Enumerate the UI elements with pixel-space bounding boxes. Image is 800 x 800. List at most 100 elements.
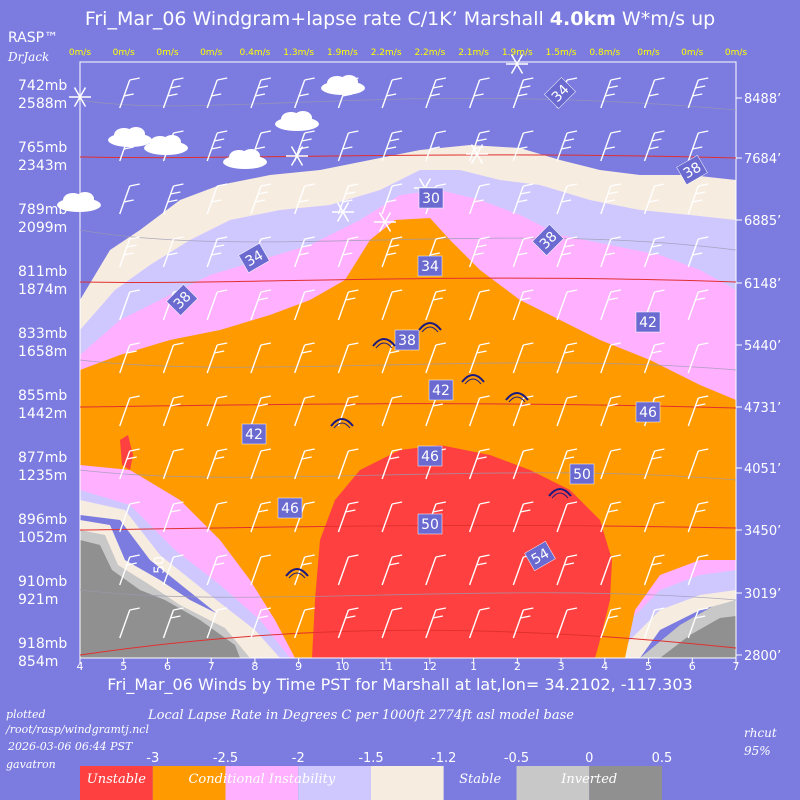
top-w-label: 2.1m/s <box>458 48 489 58</box>
pressure-label: 833mb <box>18 326 67 342</box>
wind-barb <box>119 77 140 109</box>
wind-barb <box>425 130 447 162</box>
top-w-label: 0m/s <box>200 48 223 58</box>
right-axis-labels: 8488’ 7684’ 6885’ 6148’ 5440’ 4731’ 4051’ 3450’… <box>736 92 781 664</box>
height-ft-label: 5440’ <box>744 339 781 354</box>
wind-barb <box>206 395 228 427</box>
wind-barb <box>119 395 140 427</box>
contour-label-text: 46 <box>421 449 439 465</box>
wind-barb <box>381 77 403 109</box>
contour-label: 30 <box>418 187 444 209</box>
wind-barb <box>381 130 403 162</box>
top-w-label: 0.8m/s <box>589 48 620 58</box>
top-w-label: 1.9m/s <box>502 48 533 58</box>
thermal-arc <box>418 322 442 331</box>
cloud-icon <box>321 75 365 95</box>
cloud-icon <box>57 192 101 212</box>
wind-barb <box>556 395 578 427</box>
wind-barb <box>294 183 315 215</box>
height-lines <box>79 154 737 656</box>
thermal-arc <box>285 568 309 577</box>
contour-label: 50 <box>152 556 168 574</box>
height-ft-label: 3450’ <box>744 524 781 539</box>
top-w-label: 0m/s <box>725 48 748 58</box>
legend-swatch <box>443 766 517 800</box>
wind-barb <box>206 448 228 480</box>
wind-barb <box>556 448 578 480</box>
wind-barb <box>337 448 359 480</box>
legend-tick-label: -3 <box>146 751 159 766</box>
chart-title: Fri_Mar_06 Windgram+lapse rate C/1K’ Mar… <box>84 8 716 30</box>
pressure-label: 896mb <box>18 512 67 528</box>
wind-barb <box>425 607 447 639</box>
wind-barb <box>294 448 315 480</box>
wind-barb <box>512 607 534 639</box>
wind-barb <box>381 501 403 533</box>
wind-barb <box>381 448 403 480</box>
wind-barb <box>119 289 140 321</box>
wind-barb <box>600 236 621 268</box>
wind-barb <box>556 130 578 162</box>
x-tick-label: 5 <box>120 660 127 673</box>
wind-barb <box>556 183 578 215</box>
brand-author: DrJack <box>8 50 50 64</box>
top-w-label: 1.9m/s <box>327 48 358 58</box>
wind-barb <box>643 448 665 480</box>
wind-barb <box>512 289 534 321</box>
wind-barb <box>294 607 315 639</box>
wind-barb <box>556 342 578 374</box>
wind-barb <box>643 183 665 215</box>
wind-barb <box>337 183 359 215</box>
snowflake-icon <box>286 146 308 166</box>
wind-barb <box>119 607 140 639</box>
pressure-label: 789mb <box>18 202 67 218</box>
wind-barb <box>206 130 228 162</box>
wind-barb <box>556 236 578 268</box>
top-w-label: 2.2m/s <box>414 48 445 58</box>
wind-barb <box>687 342 709 374</box>
wind-barb <box>294 395 315 427</box>
thermal-arc <box>548 488 572 497</box>
wind-barb <box>687 77 709 109</box>
x-tick-label: 2 <box>514 660 521 673</box>
contour-label: 42 <box>428 379 454 401</box>
legend-tick-label: 0 <box>585 751 593 766</box>
cloud-icon <box>144 135 188 155</box>
snowflake-icon <box>332 202 354 222</box>
top-w-label: 0m/s <box>681 48 704 58</box>
wind-barb <box>468 395 490 427</box>
contour-label-text: 46 <box>639 405 657 421</box>
pressure-label: 877mb <box>18 450 67 466</box>
thermal-arc-inner <box>421 326 439 333</box>
legend-swatch <box>80 766 153 800</box>
legend-swatch <box>516 766 590 800</box>
wind-barb <box>643 554 665 586</box>
wind-barb <box>162 554 184 586</box>
wind-barb <box>600 183 621 215</box>
wind-barb <box>250 554 272 586</box>
contour-label: 42 <box>241 423 267 445</box>
wind-barb <box>250 183 272 215</box>
top-w-label: 0m/s <box>113 48 136 58</box>
legend-subtitle: Local Lapse Rate in Degrees C per 1000ft… <box>148 708 574 723</box>
wind-barb <box>643 77 665 109</box>
wind-barb <box>206 607 228 639</box>
wind-barb <box>512 183 534 215</box>
wind-barb <box>119 554 140 586</box>
wind-barb <box>600 77 621 109</box>
cloud-icons <box>57 54 528 232</box>
wind-barb <box>337 607 359 639</box>
height-ft-label: 8488’ <box>744 92 781 107</box>
wind-barb <box>162 183 184 215</box>
wind-barb <box>337 554 359 586</box>
script-path: /root/rasp/windgramtj.ncl <box>6 723 149 736</box>
height-m-label: 1874m <box>18 282 67 298</box>
x-tick-label: 6 <box>689 660 696 673</box>
contour-label-text: 50 <box>573 467 591 483</box>
contour-label-text: 34 <box>243 247 267 270</box>
legend-tick-label: -1.2 <box>431 751 456 766</box>
snowflake-icon <box>69 87 91 107</box>
wind-barb <box>468 77 490 109</box>
legend-tick-label: -1.5 <box>358 751 383 766</box>
